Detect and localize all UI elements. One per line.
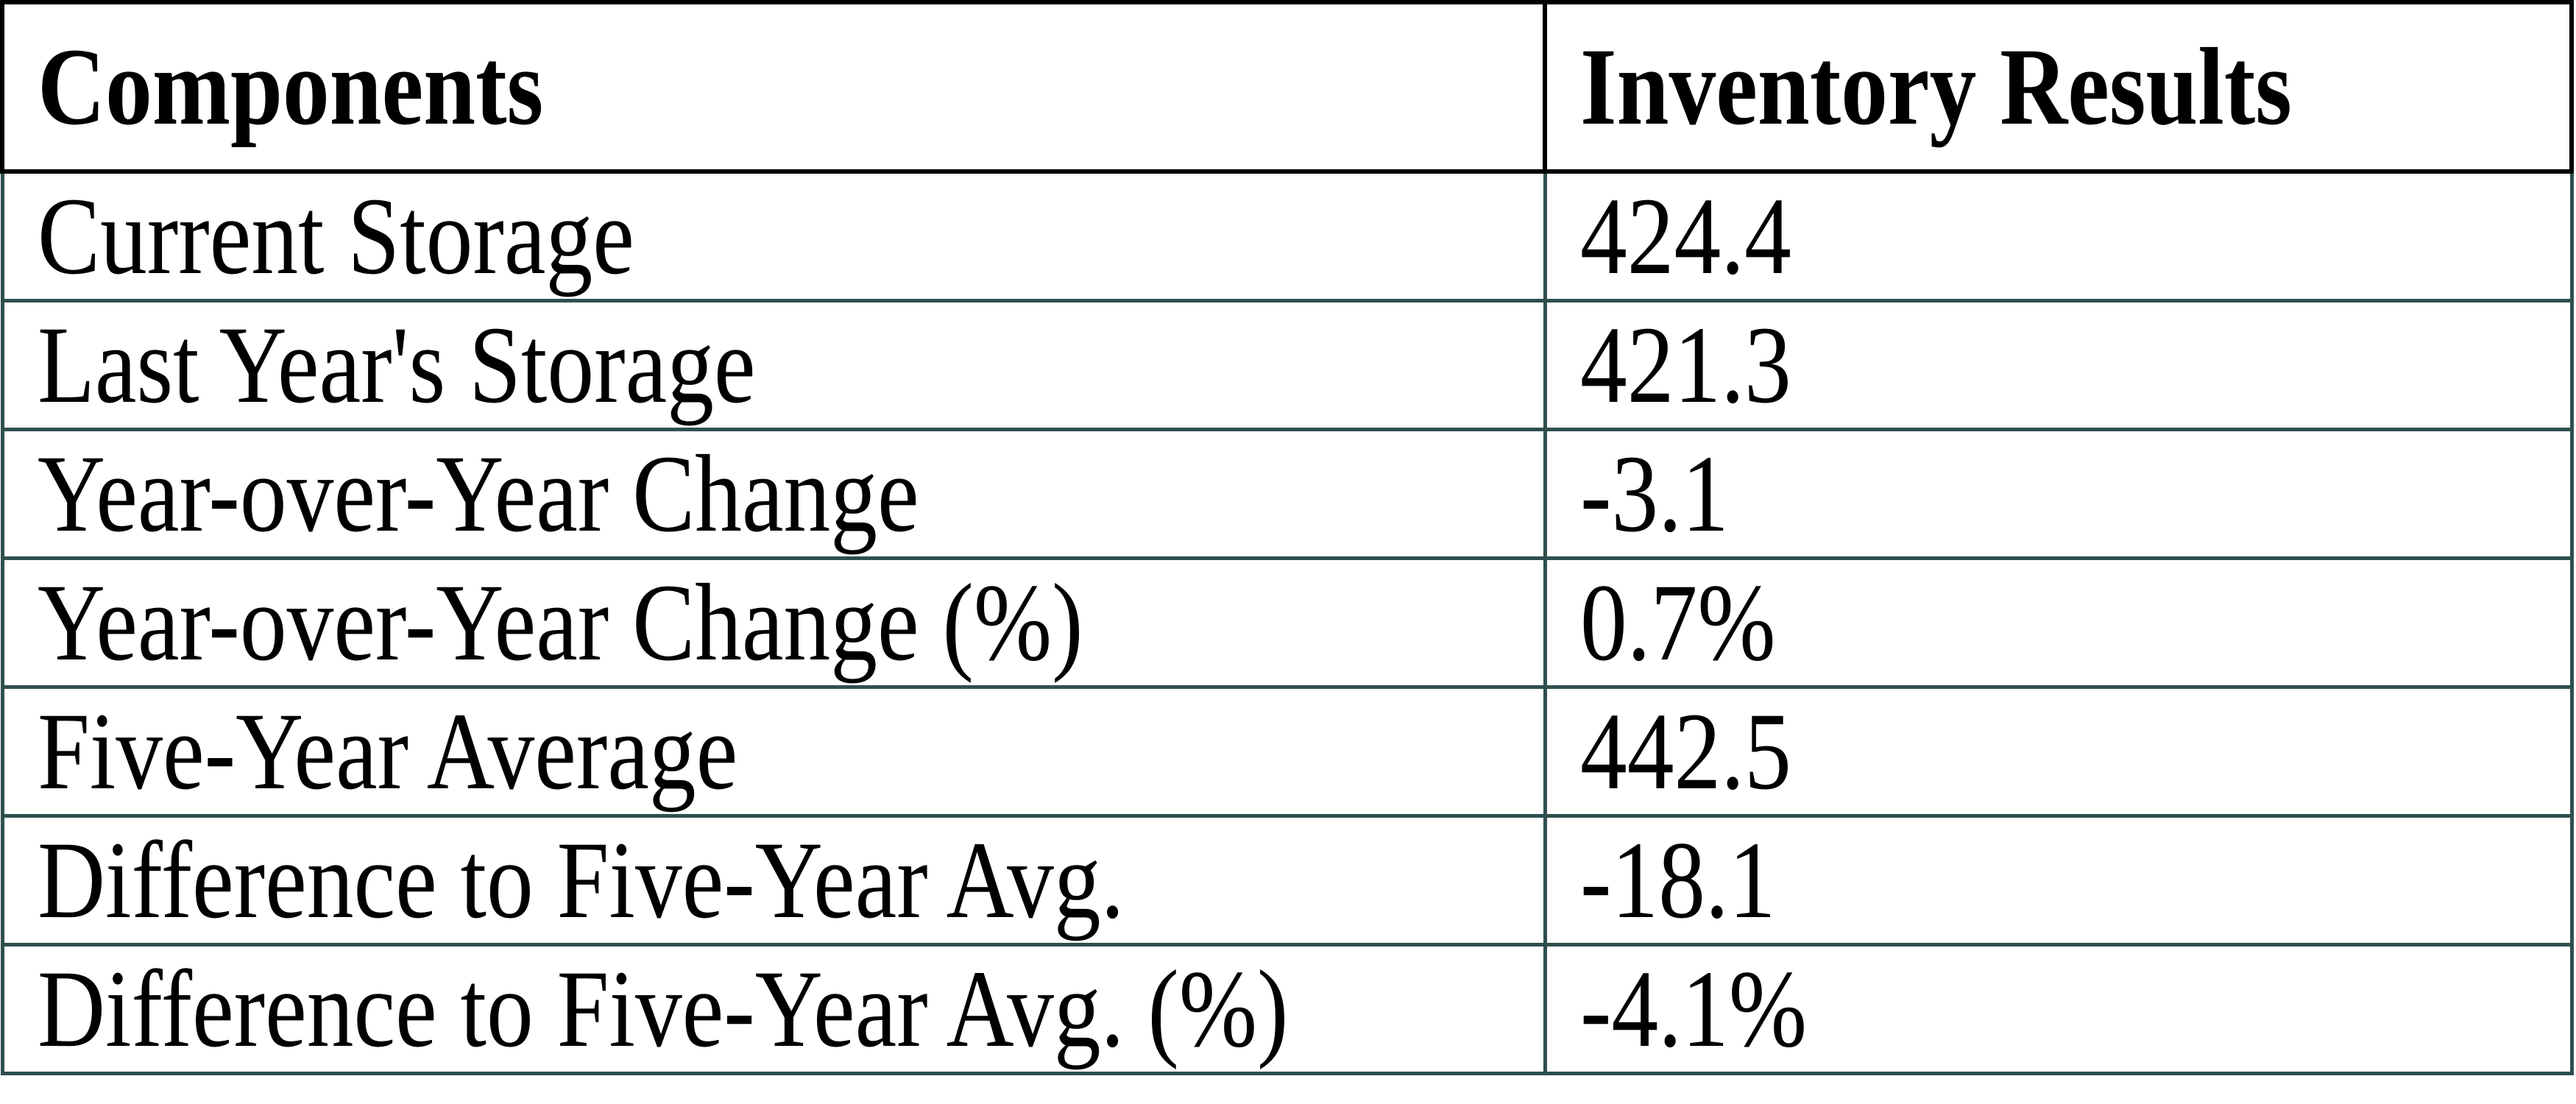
row-value: -4.1% bbox=[1579, 947, 1807, 1070]
column-header-components-label: Components bbox=[38, 26, 544, 148]
table-row: Difference to Five-Year Avg. -18.1 bbox=[0, 813, 2574, 946]
row-label: Five-Year Average bbox=[37, 690, 737, 813]
inventory-results-table: Components Inventory Results Current Sto… bbox=[0, 0, 2574, 1075]
row-label-cell: Last Year's Storage bbox=[0, 298, 1547, 431]
row-label: Last Year's Storage bbox=[37, 303, 756, 426]
table-row: Difference to Five-Year Avg. (%) -4.1% bbox=[0, 942, 2574, 1075]
row-value-cell: 442.5 bbox=[1543, 684, 2574, 818]
row-value: 424.4 bbox=[1579, 174, 1791, 297]
row-label-cell: Year-over-Year Change (%) bbox=[0, 556, 1547, 689]
row-label: Difference to Five-Year Avg. bbox=[37, 818, 1125, 941]
row-label-cell: Difference to Five-Year Avg. (%) bbox=[0, 942, 1547, 1075]
row-value-cell: 424.4 bbox=[1543, 169, 2574, 302]
row-label-cell: Difference to Five-Year Avg. bbox=[0, 813, 1547, 946]
row-label-cell: Current Storage bbox=[0, 169, 1547, 302]
table-row: Last Year's Storage 421.3 bbox=[0, 298, 2574, 431]
column-header-inventory-results-label: Inventory Results bbox=[1580, 26, 2292, 148]
row-label-cell: Five-Year Average bbox=[0, 684, 1547, 818]
row-label: Year-over-Year Change bbox=[37, 432, 919, 555]
row-value: 0.7% bbox=[1579, 561, 1776, 684]
row-value: 421.3 bbox=[1579, 303, 1791, 426]
table-row: Five-Year Average 442.5 bbox=[0, 684, 2574, 818]
row-label-cell: Year-over-Year Change bbox=[0, 427, 1547, 560]
row-value-cell: -4.1% bbox=[1543, 942, 2574, 1075]
row-label: Year-over-Year Change (%) bbox=[37, 561, 1083, 684]
row-value-cell: 421.3 bbox=[1543, 298, 2574, 431]
row-label: Difference to Five-Year Avg. (%) bbox=[37, 947, 1289, 1070]
column-header-inventory-results: Inventory Results bbox=[1543, 0, 2574, 174]
row-label: Current Storage bbox=[37, 174, 634, 297]
table-row: Year-over-Year Change (%) 0.7% bbox=[0, 556, 2574, 689]
table-row: Year-over-Year Change -3.1 bbox=[0, 427, 2574, 560]
row-value: -3.1 bbox=[1579, 432, 1729, 555]
row-value-cell: -18.1 bbox=[1543, 813, 2574, 946]
row-value-cell: -3.1 bbox=[1543, 427, 2574, 560]
column-header-components: Components bbox=[0, 0, 1547, 174]
table-row: Current Storage 424.4 bbox=[0, 169, 2574, 302]
row-value-cell: 0.7% bbox=[1543, 556, 2574, 689]
row-value: 442.5 bbox=[1579, 690, 1791, 813]
row-value: -18.1 bbox=[1579, 818, 1776, 941]
header-row: Components Inventory Results bbox=[0, 0, 2574, 174]
